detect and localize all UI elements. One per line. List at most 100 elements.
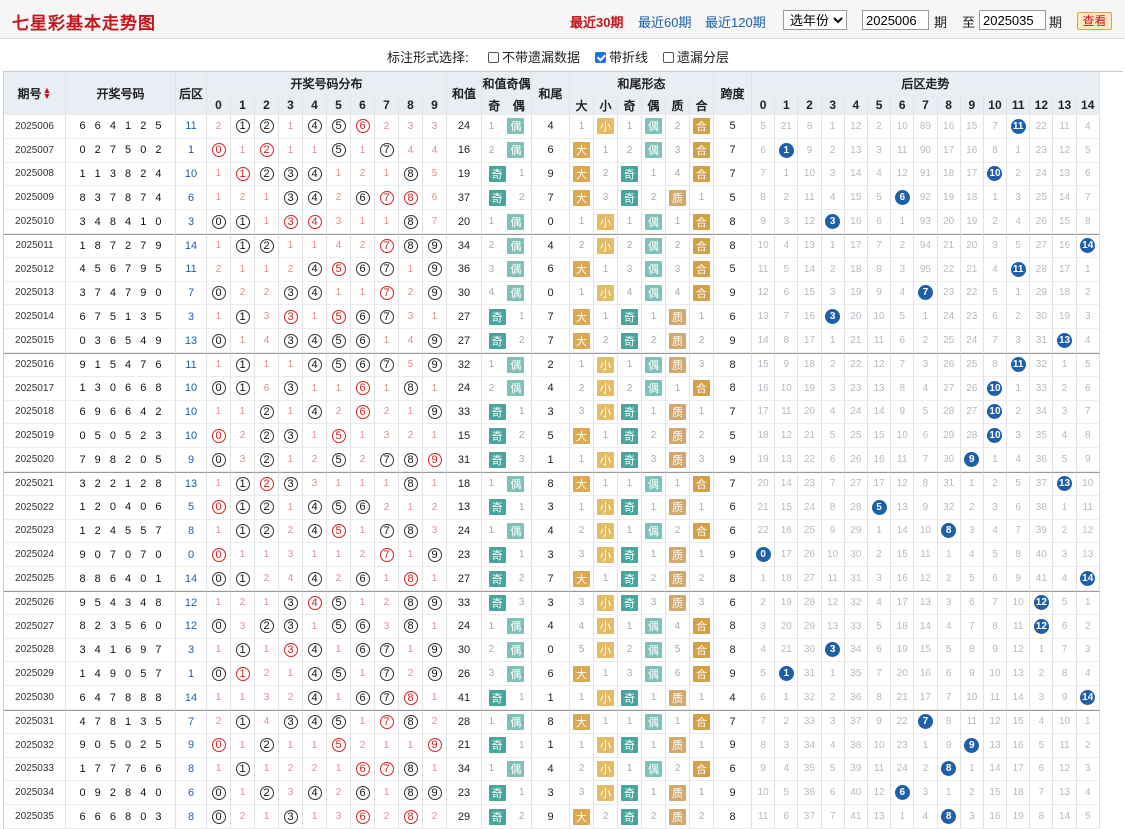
tail-form-gap: 3: [618, 662, 642, 687]
trend-grid: 期号 ▲ ▼ 开奖号码 后区 开奖号码分布 和值 和值奇偶 和尾 和尾形态 跨度 后区走势 0 1 2 3 4 5…: [3, 71, 1123, 829]
sum-cell: 23: [447, 781, 482, 806]
dist-cell: 8: [399, 448, 423, 472]
dist-gap: 3: [255, 305, 279, 330]
back-trend-gap: 9: [821, 519, 845, 544]
period-link-30[interactable]: 最近30期: [570, 15, 624, 30]
issue-cell: 2025034: [4, 781, 66, 806]
checkbox-checked-icon[interactable]: [595, 52, 606, 63]
tail-cell: 3: [532, 590, 570, 615]
tail-form-cell: 质: [666, 686, 690, 710]
range-start-input[interactable]: [862, 10, 929, 30]
tail-form-cell: 奇: [618, 543, 642, 568]
tail-form-gap: 4: [666, 281, 690, 306]
tail-form-cell: 合: [690, 638, 714, 663]
issue-cell: 2025022: [4, 495, 66, 520]
even-tag: 偶: [507, 237, 525, 254]
back-trend-gap: 9: [891, 400, 915, 425]
back-trend-gap: 7: [752, 162, 776, 187]
back-trend-gap: 12: [1007, 638, 1031, 663]
back-cell: 3: [176, 305, 207, 330]
dist-cell: 6: [351, 805, 375, 829]
dist-cell: 3: [279, 376, 303, 401]
tail-form-gap: 2: [690, 805, 714, 829]
tail-form-tag: 小: [597, 380, 614, 397]
dist-gap: 1: [231, 400, 255, 425]
period-link-60[interactable]: 最近60期: [638, 15, 692, 30]
back-trend-cell: 10: [983, 424, 1008, 449]
header-issue[interactable]: 期号 ▲ ▼: [4, 72, 66, 115]
year-select[interactable]: 选年份: [783, 10, 847, 30]
period-link-120[interactable]: 最近120期: [705, 15, 766, 30]
dist-gap: 1: [375, 471, 399, 496]
back-trend-gap: 2: [1030, 662, 1054, 687]
dist-gap: 1: [351, 281, 375, 306]
tail-form-cell: 质: [666, 495, 690, 520]
back-trend-ball: 8: [941, 523, 957, 539]
dist-gap: 1: [255, 805, 279, 829]
tail-form-tag: 小: [597, 356, 614, 373]
header-numbers: 开奖号码: [66, 72, 176, 115]
numbers-cell: 0 9 2 8 4 0: [66, 781, 176, 806]
checkbox-icon[interactable]: [488, 52, 499, 63]
back-trend-gap: 1: [891, 210, 915, 234]
dist-ball: 3: [283, 714, 298, 729]
back-trend-gap: 14: [775, 471, 799, 496]
tail-form-tag: 小: [597, 522, 614, 539]
back-trend-gap: 30: [798, 638, 822, 663]
page-title: 七星彩基本走势图: [12, 14, 156, 33]
checkbox-icon[interactable]: [663, 52, 674, 63]
dist-cell: 9: [423, 233, 447, 258]
tail-form-tag: 偶: [645, 713, 662, 730]
tail-form-tag: 大: [573, 165, 590, 182]
issue-cell: 2025008: [4, 162, 66, 187]
option-polyline[interactable]: 带折线: [595, 47, 648, 66]
dist-ball: 0: [211, 571, 226, 586]
dist-ball: 5: [331, 143, 346, 158]
dist-cell: 7: [375, 757, 399, 782]
back-trend-gap: 14: [1053, 186, 1077, 211]
tail-form-tag: 奇: [621, 689, 638, 706]
dist-cell: 8: [399, 590, 423, 615]
back-trend-gap: 7: [1076, 400, 1100, 425]
oe-gap: 2: [518, 811, 525, 822]
dist-ball: 2: [259, 523, 274, 538]
back-trend-cell: 10: [983, 162, 1008, 187]
dist-ball: 7: [379, 690, 394, 705]
back-trend-gap: 20: [891, 662, 915, 687]
range-end-input[interactable]: [979, 10, 1046, 30]
numbers-cell: 6 6 6 8 0 3: [66, 805, 176, 829]
tail-form-tag: 偶: [645, 284, 662, 301]
tail-form-cell: 小: [594, 733, 618, 758]
option-layered[interactable]: 遗漏分层: [663, 47, 729, 66]
back-trend-gap: 10: [752, 781, 776, 806]
dist-ball: 0: [211, 214, 226, 229]
tail-form-tag: 质: [669, 784, 686, 801]
back-trend-gap: 4: [1007, 448, 1031, 472]
back-trend-gap: 13: [1053, 781, 1077, 806]
tail-form-tag: 小: [597, 641, 614, 658]
back-trend-gap: 13: [983, 733, 1008, 758]
back-trend-gap: 28: [798, 590, 822, 615]
numbers-cell: 6 4 7 8 8 8: [66, 686, 176, 710]
back-cell: 6: [176, 781, 207, 806]
dist-ball: 8: [403, 476, 418, 491]
query-button[interactable]: 查看: [1077, 12, 1112, 30]
tail-form-cell: 质: [666, 805, 690, 829]
dist-cell: 2: [255, 448, 279, 472]
back-trend-gap: 19: [798, 376, 822, 401]
dist-cell: 7: [375, 519, 399, 544]
dist-gap: 1: [423, 614, 447, 639]
back-trend-gap: 17: [844, 233, 868, 258]
back-trend-gap: 3: [1007, 329, 1031, 353]
tail-form-tag: 大: [573, 665, 590, 682]
sort-icon[interactable]: ▲ ▼: [42, 85, 52, 101]
back-trend-gap: 11: [960, 709, 984, 734]
back-trend-gap: 9: [798, 138, 822, 163]
odd-tag: 奇: [488, 570, 506, 587]
option-no-missing[interactable]: 不带遗漏数据: [488, 47, 580, 66]
tail-form-gap: 5: [666, 638, 690, 663]
